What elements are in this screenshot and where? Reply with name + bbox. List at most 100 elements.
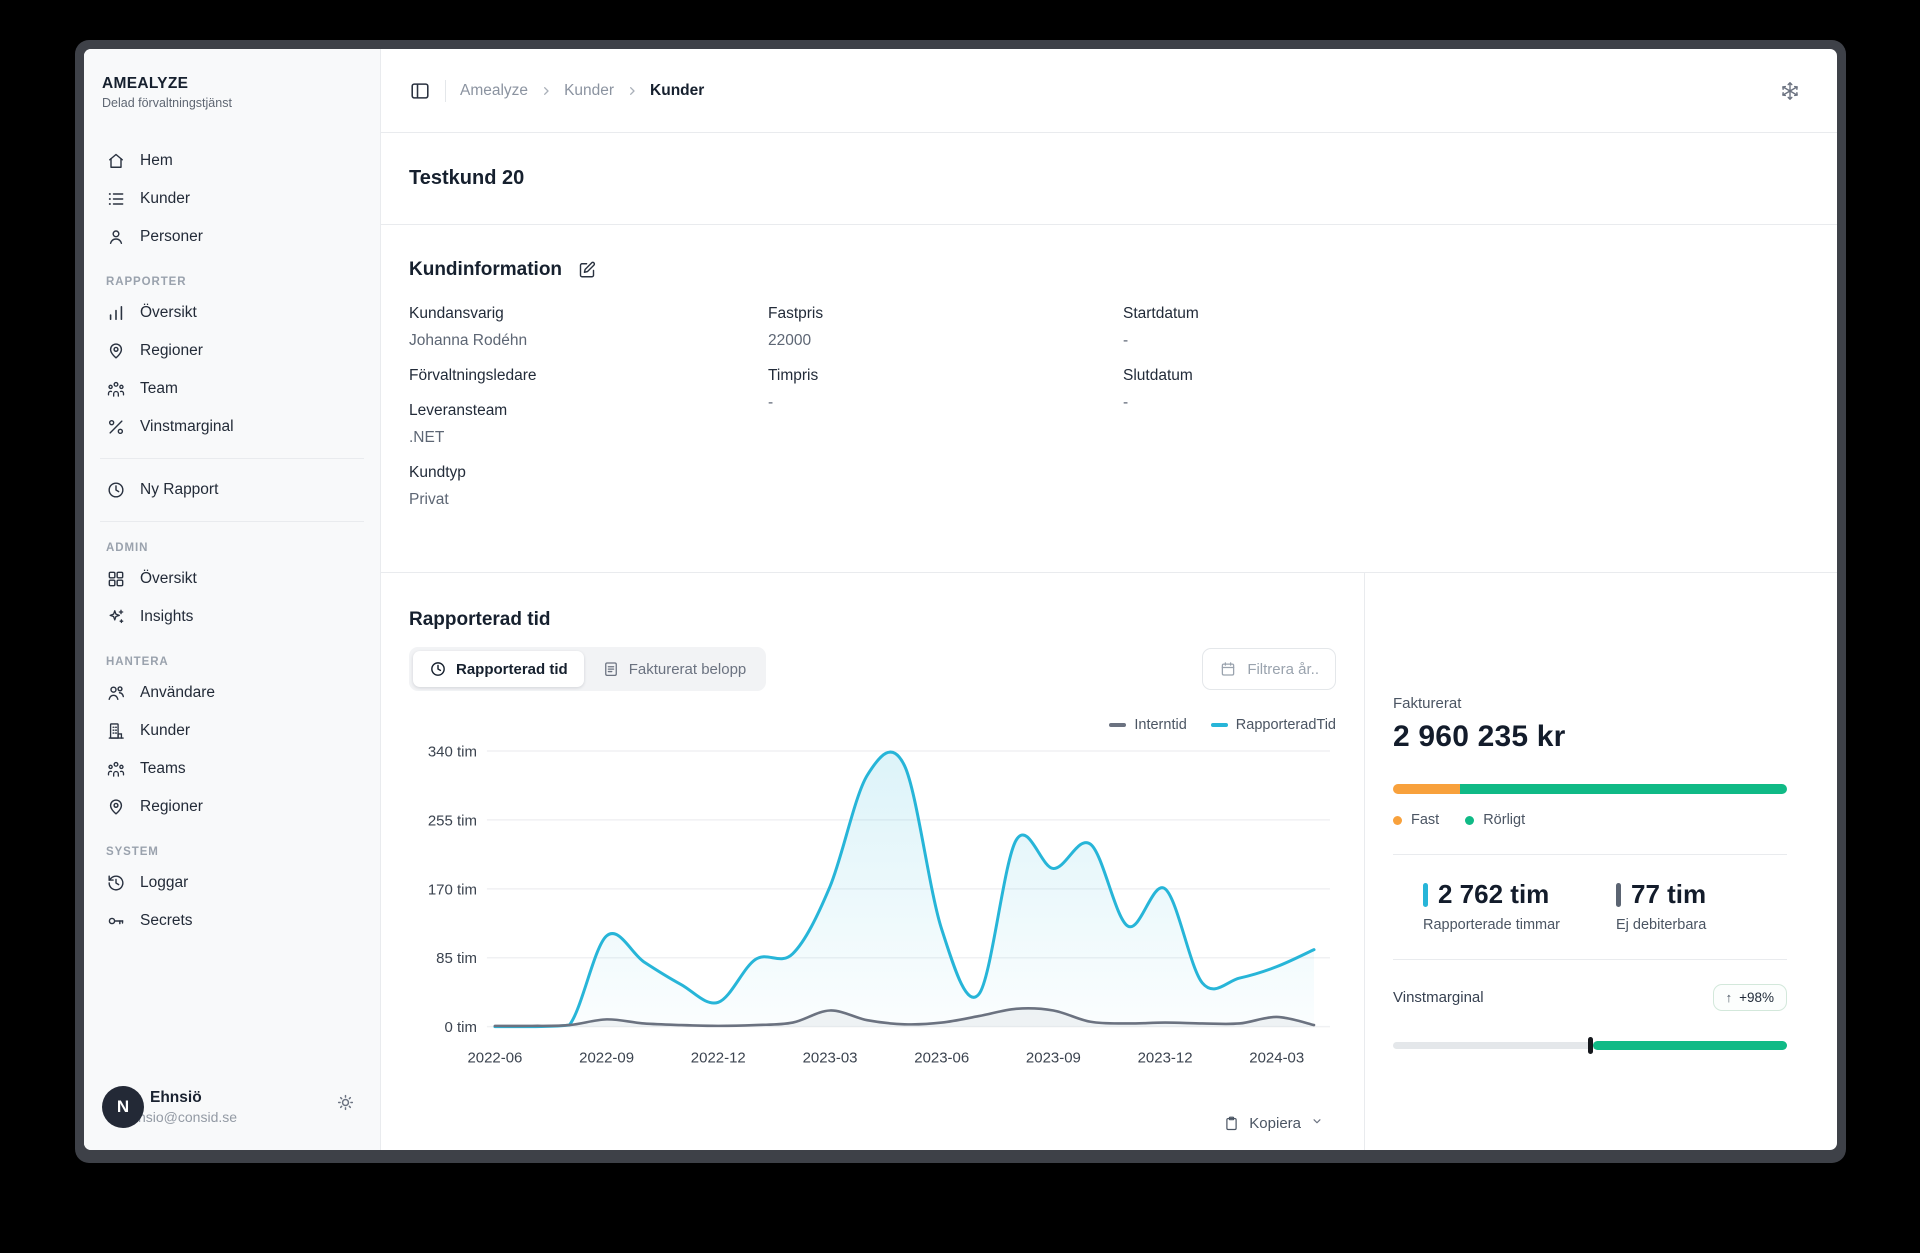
rapporterad-tid-section: Rapporterad tid Rapporterad tid Fakturer… xyxy=(381,573,1365,1150)
field-forvaltningsledare: Förvaltningsledare xyxy=(409,367,537,384)
sidebar-toggle-button[interactable] xyxy=(409,80,431,102)
edit-button[interactable] xyxy=(577,260,597,280)
stat-ej-debiterbara: 77 tim Ej debiterbara xyxy=(1616,879,1707,933)
breadcrumb-item[interactable]: Amealyze xyxy=(460,81,529,99)
fakturerat-label: Fakturerat xyxy=(1393,695,1462,712)
team-icon xyxy=(107,381,125,397)
user-info: Ehnsiö nsio@consid.se xyxy=(138,1089,237,1125)
team-icon xyxy=(107,761,125,777)
section-title-hantera: HANTERA xyxy=(106,656,169,668)
sidebar-item-loggar[interactable]: Loggar xyxy=(98,864,366,902)
edit-icon xyxy=(579,261,596,278)
breadcrumb-item[interactable]: Kunder xyxy=(564,81,615,99)
page-header: Testkund 20 xyxy=(381,133,1837,225)
clock-icon xyxy=(431,662,445,676)
sidebar-item-label: Regioner xyxy=(140,798,203,815)
sidebar-item-rapporter-team[interactable]: Team xyxy=(98,370,366,408)
user-menu[interactable]: N Ehnsiö nsio@consid.se xyxy=(98,1076,366,1134)
sidebar-item-hantera-kunder[interactable]: Kunder xyxy=(98,712,366,750)
theme-toggle-button[interactable] xyxy=(335,1092,356,1118)
calendar-icon xyxy=(1222,662,1235,676)
stat-accent xyxy=(1423,882,1428,907)
snowflake-icon xyxy=(1782,81,1798,100)
sidebar-item-label: Ny Rapport xyxy=(140,481,219,498)
divider xyxy=(445,79,446,102)
sidebar-item-personer[interactable]: Personer xyxy=(98,218,366,256)
key-icon xyxy=(108,917,124,925)
rapporterad-tid-chart: 0 tim 85 tim 170 tim 255 tim 340 tim 2022-06 2… xyxy=(409,737,1336,1076)
sidebar-item-label: Användare xyxy=(140,684,215,701)
vinstmarginal-row: Vinstmarginal ↑ +98% xyxy=(1393,984,1787,1011)
brand-subtitle: Delad förvaltningstjänst xyxy=(102,96,232,110)
snowflake-button[interactable] xyxy=(1779,80,1801,102)
tab-fakturerat-belopp[interactable]: Fakturerat belopp xyxy=(586,651,763,687)
clipboard-icon xyxy=(1226,1116,1238,1130)
legend-swatch xyxy=(1109,723,1127,727)
building-icon xyxy=(108,723,124,739)
slider-handle[interactable] xyxy=(1587,1037,1593,1054)
sidebar-item-label: Översikt xyxy=(140,570,197,587)
vinstmarginal-slider[interactable] xyxy=(1393,1037,1787,1054)
sidebar-item-rapporter-vinstmarginal[interactable]: Vinstmarginal xyxy=(98,408,366,446)
sidebar-item-hem[interactable]: Hem xyxy=(98,142,366,180)
sun-icon xyxy=(337,1094,354,1111)
kundinformation-section: Kundinformation Kundansvarig Johanna Rod… xyxy=(381,225,1837,573)
svg-text:340 tim: 340 tim xyxy=(428,743,477,760)
section-title-admin: ADMIN xyxy=(106,542,149,554)
panel-left-icon xyxy=(411,82,429,99)
sidebar-item-label: Insights xyxy=(140,608,194,625)
sidebar-item-rapporter-oversikt[interactable]: Översikt xyxy=(98,294,366,332)
grid-icon xyxy=(108,571,124,587)
filter-year-button[interactable]: Filtrera år.. xyxy=(1202,648,1336,690)
sidebar-item-secrets[interactable]: Secrets xyxy=(98,902,366,940)
copy-button[interactable]: Kopiera xyxy=(1217,1106,1330,1140)
sidebar-item-hantera-regioner[interactable]: Regioner xyxy=(98,788,366,826)
breadcrumb-current: Kunder xyxy=(650,81,705,99)
bar-chart-icon xyxy=(109,305,123,321)
svg-text:2022-09: 2022-09 xyxy=(579,1050,634,1067)
divider xyxy=(1393,854,1787,855)
svg-text:170 tim: 170 tim xyxy=(428,881,477,898)
percent-icon xyxy=(108,419,124,435)
sidebar-item-teams[interactable]: Teams xyxy=(98,750,366,788)
map-pin-icon xyxy=(109,343,123,359)
kundinformation-grid: Kundansvarig Johanna Rodéhn Förvaltnings… xyxy=(409,305,1809,526)
sidebar-item-admin-oversikt[interactable]: Översikt xyxy=(98,560,366,598)
legend-swatch xyxy=(1210,723,1228,727)
sidebar-item-kunder[interactable]: Kunder xyxy=(98,180,366,218)
svg-text:2023-12: 2023-12 xyxy=(1138,1050,1193,1067)
divider xyxy=(100,521,364,522)
tab-rapporterad-tid[interactable]: Rapporterad tid xyxy=(413,651,584,687)
legend-rorligt: Rörligt xyxy=(1465,812,1525,828)
chevron-right-icon xyxy=(624,83,640,99)
sidebar: AMEALYZE Delad förvaltningstjänst Hem Ku… xyxy=(84,49,381,1150)
sidebar-item-rapporter-regioner[interactable]: Regioner xyxy=(98,332,366,370)
svg-text:2023-09: 2023-09 xyxy=(1026,1050,1081,1067)
field-timpris: Timpris - xyxy=(768,367,819,411)
rorligt-segment xyxy=(1459,784,1787,794)
svg-text:2022-06: 2022-06 xyxy=(467,1050,522,1067)
avatar[interactable]: N xyxy=(102,1086,144,1128)
slider-fill xyxy=(1593,1041,1787,1050)
home-icon xyxy=(109,153,123,168)
stat-rapporterade-timmar: 2 762 tim Rapporterade timmar xyxy=(1423,879,1560,933)
sidebar-item-label: Regioner xyxy=(140,342,203,359)
history-icon xyxy=(108,875,124,891)
chevron-right-icon xyxy=(538,83,554,99)
document-icon xyxy=(604,662,617,677)
sidebar-item-insights[interactable]: Insights xyxy=(98,598,366,636)
svg-text:2022-12: 2022-12 xyxy=(691,1050,746,1067)
map-pin-icon xyxy=(109,799,123,815)
field-leveransteam: Leveransteam .NET xyxy=(409,402,508,446)
report-tabs: Rapporterad tid Fakturerat belopp xyxy=(409,647,767,691)
sidebar-item-anvandare[interactable]: Användare xyxy=(98,674,366,712)
sidebar-item-ny-rapport[interactable]: Ny Rapport xyxy=(98,471,366,509)
clock-icon xyxy=(108,482,124,498)
app-window: AMEALYZE Delad förvaltningstjänst Hem Ku… xyxy=(75,40,1846,1163)
field-slutdatum: Slutdatum - xyxy=(1123,367,1193,411)
vinstmarginal-badge: ↑ +98% xyxy=(1712,984,1787,1011)
bar-legend: Fast Rörligt xyxy=(1393,812,1787,828)
svg-text:2023-03: 2023-03 xyxy=(803,1050,858,1067)
stat-accent xyxy=(1616,882,1621,907)
user-name: Ehnsiö xyxy=(150,1089,202,1106)
